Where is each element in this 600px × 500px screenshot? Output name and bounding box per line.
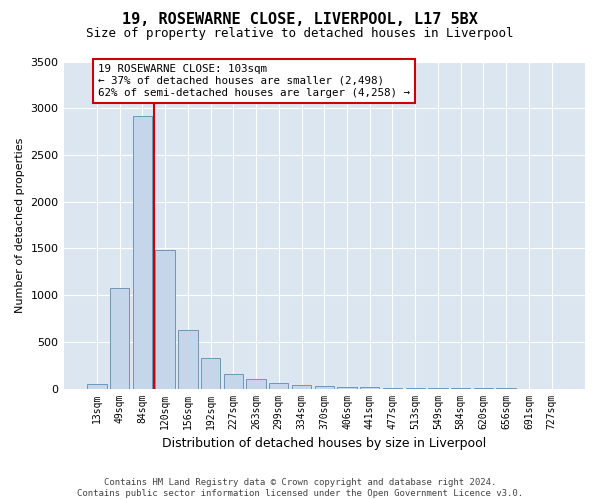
Bar [224,374,243,388]
Bar [178,330,197,388]
Bar [110,288,130,388]
Y-axis label: Number of detached properties: Number of detached properties [15,138,25,312]
Bar [155,250,175,388]
Bar [87,384,107,388]
Text: 19, ROSEWARNE CLOSE, LIVERPOOL, L17 5BX: 19, ROSEWARNE CLOSE, LIVERPOOL, L17 5BX [122,12,478,28]
Bar [292,386,311,388]
Bar [247,379,266,388]
Bar [337,387,356,388]
X-axis label: Distribution of detached houses by size in Liverpool: Distribution of detached houses by size … [162,437,487,450]
Bar [314,386,334,388]
Bar [201,358,220,388]
Text: Contains HM Land Registry data © Crown copyright and database right 2024.
Contai: Contains HM Land Registry data © Crown c… [77,478,523,498]
Text: Size of property relative to detached houses in Liverpool: Size of property relative to detached ho… [86,28,514,40]
Text: 19 ROSEWARNE CLOSE: 103sqm
← 37% of detached houses are smaller (2,498)
62% of s: 19 ROSEWARNE CLOSE: 103sqm ← 37% of deta… [98,64,410,98]
Bar [269,384,289,388]
Bar [133,116,152,388]
